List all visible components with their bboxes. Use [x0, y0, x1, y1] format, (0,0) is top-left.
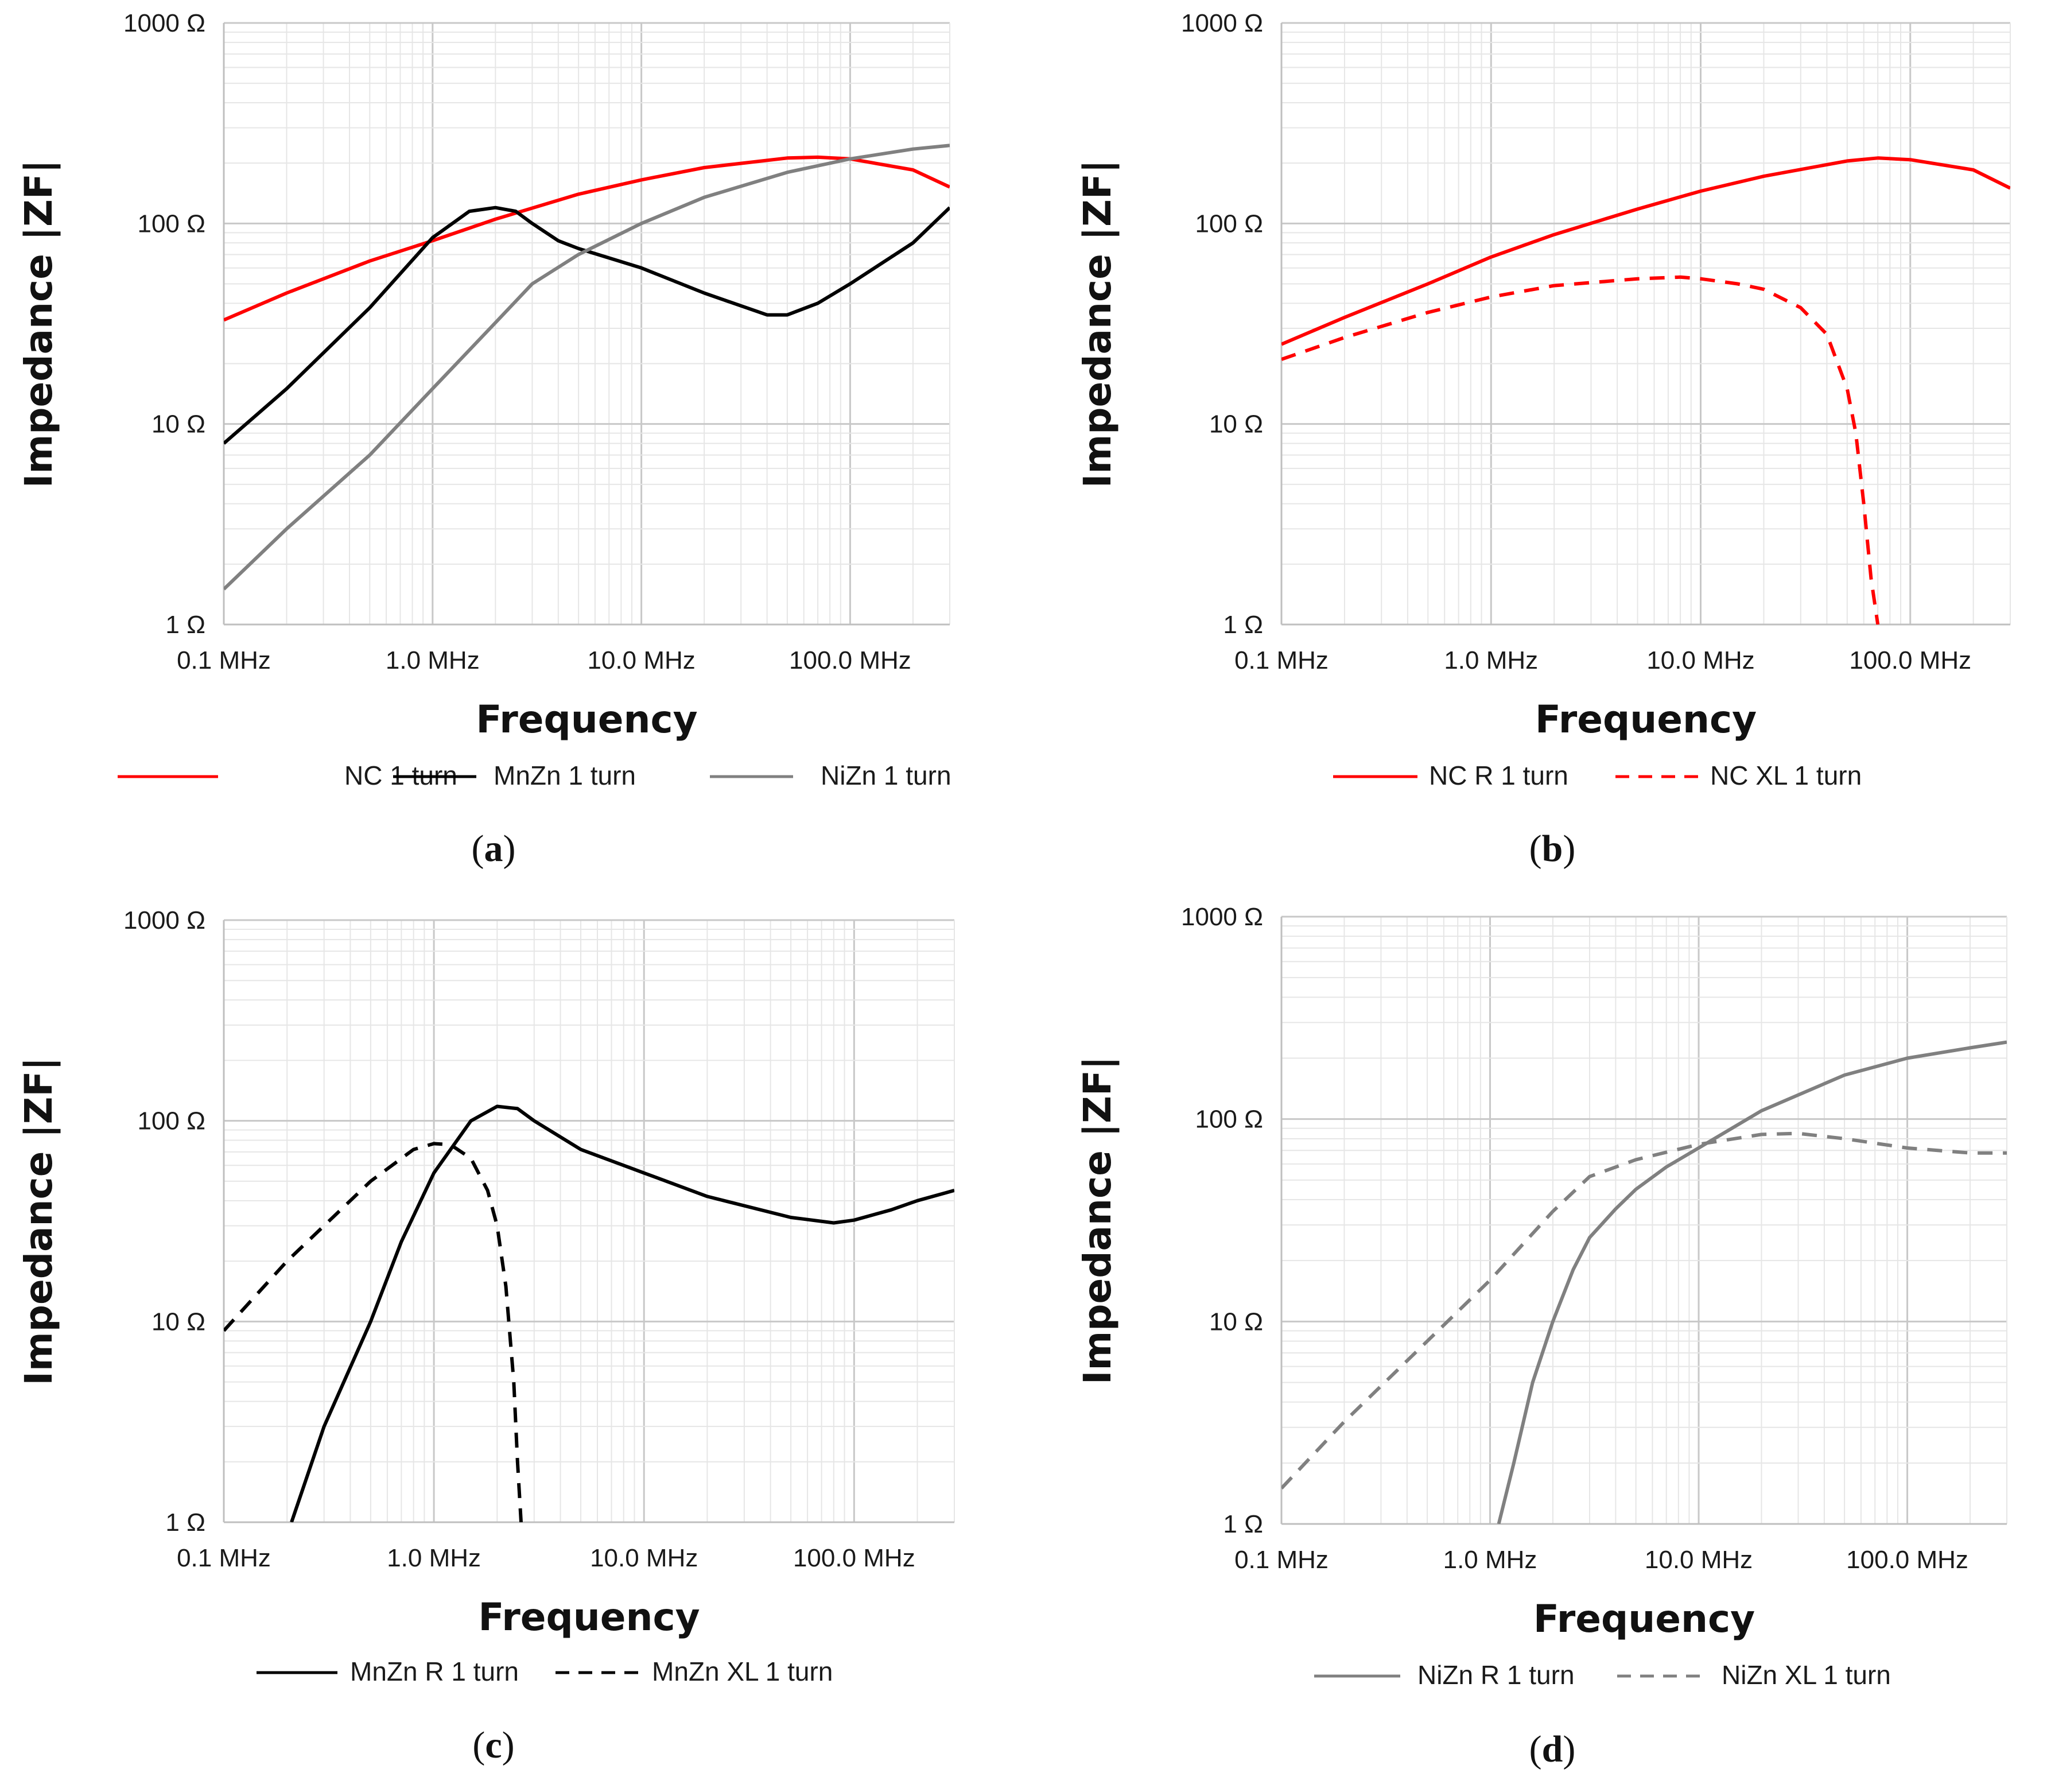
x-tick-label: 0.1 MHz	[1234, 1546, 1329, 1574]
x-tick-label: 100.0 MHz	[793, 1544, 915, 1572]
legend-label: NiZn R 1 turn	[1417, 1660, 1575, 1690]
series-line-nizn-1-turn	[224, 143, 950, 591]
legend: NC 1 turn MnZn 1 turn NiZn 1 turn	[118, 761, 951, 790]
series-line-nc-xl-1-turn	[1281, 275, 1880, 625]
legend-label: NiZn XL 1 turn	[1722, 1660, 1891, 1690]
panel-caption-letter: c	[485, 1724, 502, 1766]
x-tick-label: 0.1 MHz	[1234, 646, 1329, 674]
x-tick-label: 1.0 MHz	[387, 1544, 481, 1572]
y-tick-label: 1 Ω	[165, 611, 205, 639]
y-tick-label: 10 Ω	[1209, 410, 1263, 439]
y-axis-title: Impedance |ZF|	[17, 160, 61, 488]
x-tick-label: 0.1 MHz	[177, 646, 271, 674]
y-tick-label: 1000 Ω	[123, 9, 205, 37]
y-axis-title: Impedance |ZF|	[1075, 1056, 1120, 1384]
legend-label: NC R 1 turn	[1429, 761, 1568, 790]
chart-panel-b: 1 Ω 10 Ω 100 Ω 1000 Ω 0.1 MHz 1.0 MHz 10.0 MHz…	[1075, 9, 2011, 870]
panel-caption: (c)	[472, 1724, 514, 1766]
x-tick-label: 10.0 MHz	[1645, 1546, 1753, 1574]
x-axis-title: Frequency	[478, 1595, 700, 1639]
y-tick-label: 100 Ω	[137, 210, 205, 238]
panel-caption-letter: b	[1542, 828, 1563, 870]
y-tick-label: 10 Ω	[152, 410, 205, 439]
y-tick-label: 100 Ω	[137, 1107, 205, 1135]
x-axis-title: Frequency	[1535, 697, 1757, 742]
y-axis-title: Impedance |ZF|	[17, 1057, 61, 1385]
x-tick-label: 1.0 MHz	[1443, 1546, 1537, 1574]
x-tick-label: 100.0 MHz	[789, 646, 911, 674]
y-tick-label: 1000 Ω	[1181, 9, 1263, 37]
series-line-mnzn-r-1-turn	[290, 1104, 954, 1522]
legend-label: MnZn R 1 turn	[350, 1657, 519, 1686]
panel-caption-letter: d	[1542, 1728, 1563, 1770]
gridlines	[223, 919, 955, 1523]
panel-caption: (a)	[472, 828, 516, 870]
y-axis-title: Impedance |ZF|	[1075, 160, 1120, 488]
x-tick-label: 10.0 MHz	[587, 646, 695, 674]
chart-panel-d: 1 Ω 10 Ω 100 Ω 1000 Ω 0.1 MHz 1.0 MHz 10.0 MHz…	[1075, 903, 2007, 1770]
x-axis-title: Frequency	[476, 697, 697, 742]
legend-label: NC XL 1 turn	[1710, 761, 1862, 790]
series-line-mnzn-xl-1-turn	[224, 1142, 523, 1522]
y-tick-label: 1 Ω	[1223, 611, 1263, 639]
panel-caption: (d)	[1529, 1728, 1576, 1770]
x-tick-label: 1.0 MHz	[386, 646, 480, 674]
y-tick-label: 10 Ω	[1209, 1308, 1263, 1336]
y-tick-label: 10 Ω	[152, 1308, 205, 1336]
gridlines	[223, 22, 950, 626]
y-tick-label: 1000 Ω	[1181, 903, 1263, 931]
x-tick-label: 100.0 MHz	[1846, 1546, 1968, 1574]
legend: MnZn R 1 turn MnZn XL 1 turn	[257, 1657, 833, 1686]
panel-caption: (b)	[1529, 828, 1576, 870]
series-line-nc-r-1-turn	[1281, 156, 2010, 346]
series-line-mnzn-1-turn	[224, 205, 950, 445]
legend-label: MnZn 1 turn	[494, 761, 636, 790]
legend: NC R 1 turn NC XL 1 turn	[1333, 761, 1862, 790]
chart-panel-a: 1 Ω 10 Ω 100 Ω 1000 Ω 0.1 MHz 1.0 MHz 10.0 MHz…	[17, 9, 951, 870]
series-line-nizn-r-1-turn	[1497, 1040, 2007, 1524]
legend-label: MnZn XL 1 turn	[652, 1657, 833, 1686]
y-tick-label: 100 Ω	[1195, 1106, 1263, 1134]
y-tick-label: 100 Ω	[1195, 210, 1263, 238]
x-tick-label: 100.0 MHz	[1849, 646, 1971, 674]
x-tick-label: 10.0 MHz	[590, 1544, 698, 1572]
x-tick-label: 10.0 MHz	[1646, 646, 1754, 674]
x-axis-title: Frequency	[1533, 1597, 1755, 1641]
legend: NiZn R 1 turn NiZn XL 1 turn	[1314, 1660, 1891, 1690]
y-tick-label: 1 Ω	[165, 1508, 205, 1537]
gridlines	[1280, 916, 2007, 1525]
y-tick-label: 1 Ω	[1223, 1510, 1263, 1538]
legend-label: NiZn 1 turn	[821, 761, 951, 790]
y-tick-label: 1000 Ω	[123, 906, 205, 934]
chart-panel-c: 1 Ω 10 Ω 100 Ω 1000 Ω 0.1 MHz 1.0 MHz 10.0 MHz…	[17, 906, 955, 1766]
x-tick-label: 0.1 MHz	[177, 1544, 271, 1572]
x-tick-label: 1.0 MHz	[1444, 646, 1538, 674]
panel-caption-letter: a	[484, 828, 503, 870]
